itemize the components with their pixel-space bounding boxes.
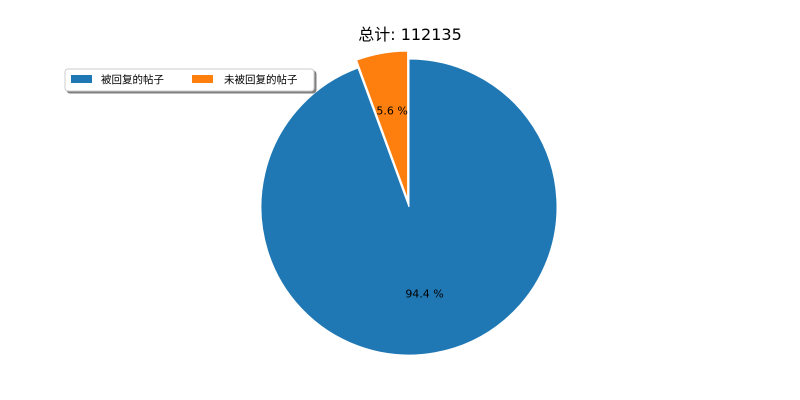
legend-swatch-replied [71, 75, 92, 83]
pie-percent-label-unreplied: 5.6 % [376, 105, 407, 118]
chart-legend: 被回复的帖子 未被回复的帖子 [64, 68, 315, 92]
legend-label-unreplied: 未被回复的帖子 [224, 73, 298, 86]
pie-percent-labels: 94.4 % 5.6 % [376, 105, 443, 301]
legend-frame [64, 68, 315, 92]
pie-slice-unreplied [355, 50, 409, 200]
legend-swatch-unreplied [192, 75, 213, 83]
chart-title: 总计: 112135 [358, 25, 462, 44]
pie-slice-replied [260, 58, 558, 356]
pie-percent-label-replied: 94.4 % [405, 287, 443, 300]
pie-slices [260, 50, 558, 356]
legend-label-replied: 被回复的帖子 [101, 73, 164, 86]
